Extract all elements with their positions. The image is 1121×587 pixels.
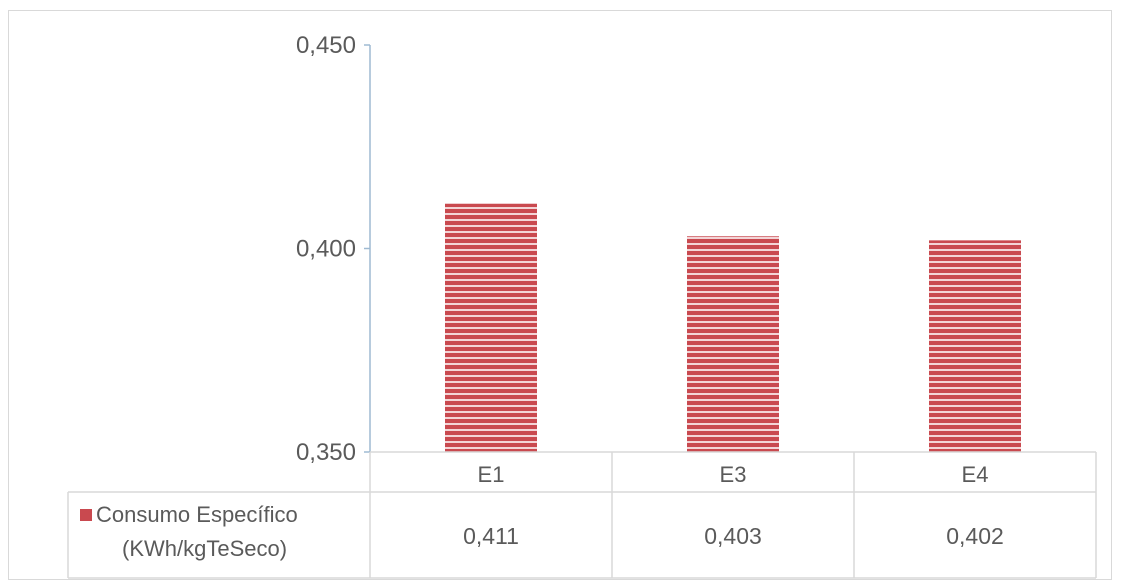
- y-tick-label: 0,400: [296, 236, 356, 263]
- table-value-cell: 0,403: [704, 523, 762, 549]
- chart-frame: [8, 10, 1112, 580]
- data-table: E1 0,411 E3 0,403 E4 0,402 Consumo Específico (…: [67, 451, 1097, 579]
- table-value-cell: 0,402: [946, 523, 1004, 549]
- y-tick-label: 0,450: [296, 32, 356, 59]
- bar: [445, 203, 537, 452]
- legend-label-line1: Consumo Específico: [96, 502, 298, 527]
- bars-group: [445, 203, 1021, 452]
- bar: [929, 240, 1021, 452]
- axes-group: 0,450 0,400 0,350: [296, 32, 371, 466]
- x-category-label: E1: [478, 462, 505, 487]
- legend-label-line2: (KWh/kgTeSeco): [122, 536, 287, 561]
- x-category-label: E4: [962, 462, 989, 487]
- table-value-cell: 0,411: [463, 523, 519, 549]
- legend-swatch: [80, 509, 92, 521]
- x-category-label: E3: [720, 462, 747, 487]
- bar: [687, 236, 779, 452]
- y-tick-label: 0,350: [296, 439, 356, 466]
